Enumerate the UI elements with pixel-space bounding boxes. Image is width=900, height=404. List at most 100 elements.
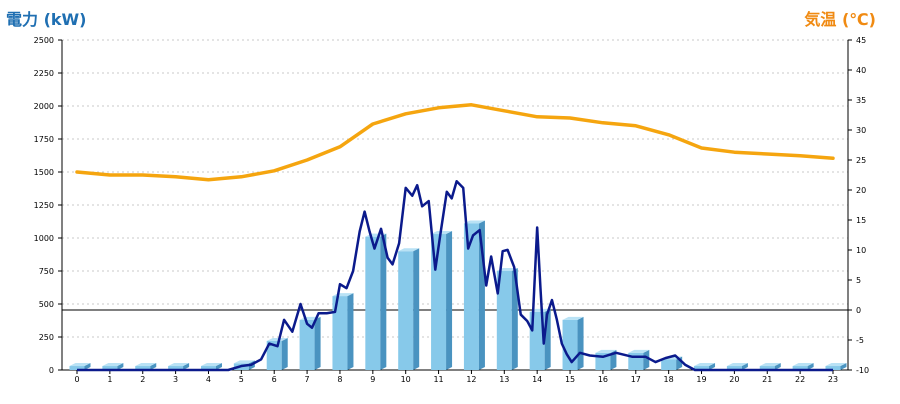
right-tick-label: 10 — [856, 246, 866, 255]
x-tick-label: 13 — [499, 375, 509, 384]
bar — [726, 366, 742, 370]
bar-side — [281, 337, 288, 370]
x-tick-label: 16 — [598, 375, 608, 384]
x-tick-label: 22 — [795, 375, 805, 384]
bar-side — [643, 349, 650, 370]
bar — [69, 366, 85, 370]
x-tick-label: 11 — [433, 375, 443, 384]
x-tick-label: 1 — [107, 375, 112, 384]
bar-top — [135, 363, 157, 367]
x-tick-label: 9 — [370, 375, 375, 384]
bar-side — [215, 363, 222, 370]
right-tick-label: 40 — [856, 66, 866, 75]
temperature-line — [75, 103, 835, 182]
bar-side — [511, 268, 518, 370]
bar-side — [150, 363, 157, 370]
bar-top — [562, 316, 584, 320]
bar — [102, 366, 118, 370]
x-tick-label: 10 — [401, 375, 411, 384]
bar-side — [807, 363, 814, 370]
x-tick-label: 8 — [337, 375, 342, 384]
bar-side — [741, 363, 748, 370]
bar-side — [183, 363, 190, 370]
bar-top — [825, 363, 847, 367]
right-tick-label: 15 — [856, 216, 866, 225]
bar — [299, 319, 315, 370]
bar-top — [463, 220, 485, 224]
bar — [562, 319, 578, 370]
bar-side — [577, 316, 584, 370]
bar-top — [496, 268, 518, 271]
x-tick-label: 19 — [696, 375, 706, 384]
x-tick-label: 2 — [140, 375, 145, 384]
bar — [792, 366, 808, 370]
bar — [365, 236, 381, 370]
bar-top — [726, 363, 748, 367]
x-tick-label: 7 — [305, 375, 310, 384]
power-line — [77, 179, 833, 372]
x-tick-label: 18 — [664, 375, 674, 384]
x-tick-label: 3 — [173, 375, 178, 384]
x-tick-label: 4 — [206, 375, 211, 384]
bar-side — [446, 231, 453, 370]
bar — [332, 296, 348, 370]
bar-top — [398, 248, 420, 252]
bar-top — [529, 308, 551, 312]
bar-top — [102, 363, 124, 367]
bar-side — [709, 363, 716, 370]
bar-top — [266, 337, 288, 341]
bar — [168, 366, 184, 370]
bar-side — [347, 293, 354, 370]
left-tick-label: 0 — [49, 366, 54, 375]
left-tick-label: 500 — [39, 300, 54, 309]
left-tick-label: 1750 — [34, 135, 54, 144]
left-tick-label: 1250 — [34, 201, 54, 210]
right-tick-label: 5 — [856, 276, 861, 285]
left-tick-label: 1000 — [34, 234, 54, 243]
bar-top — [200, 363, 222, 367]
bar-side — [413, 248, 420, 370]
bar — [200, 366, 216, 370]
x-tick-label: 6 — [272, 375, 277, 384]
left-tick-label: 2500 — [34, 36, 54, 45]
right-tick-label: 20 — [856, 186, 866, 195]
x-tick-label: 12 — [466, 375, 476, 384]
right-tick-label: -5 — [856, 336, 864, 345]
right-tick-label: -10 — [856, 366, 869, 375]
bar-top — [694, 363, 716, 367]
bar-top — [69, 363, 91, 367]
bar — [398, 251, 414, 370]
bar-side — [117, 363, 124, 370]
x-tick-label: 17 — [631, 375, 641, 384]
right-tick-label: 45 — [856, 36, 866, 45]
right-tick-label: 30 — [856, 126, 866, 135]
bar-side — [380, 233, 387, 370]
bar — [825, 366, 841, 370]
right-tick-label: 0 — [856, 306, 861, 315]
bar-top — [759, 363, 781, 367]
right-tick-label: 35 — [856, 96, 866, 105]
left-tick-label: 250 — [39, 333, 54, 342]
bar-side — [840, 363, 847, 370]
x-tick-label: 15 — [565, 375, 575, 384]
bar — [759, 366, 775, 370]
left-tick-label: 1500 — [34, 168, 54, 177]
bar-side — [84, 363, 91, 370]
left-axis-title: 電力 (kW) — [6, 10, 87, 29]
bar — [694, 366, 710, 370]
x-tick-label: 5 — [239, 375, 244, 384]
bar-top — [792, 363, 814, 367]
left-tick-label: 2000 — [34, 102, 54, 111]
x-tick-label: 20 — [729, 375, 739, 384]
x-tick-label: 23 — [828, 375, 838, 384]
left-tick-label: 750 — [39, 267, 54, 276]
right-tick-label: 25 — [856, 156, 866, 165]
bar-top — [628, 349, 650, 353]
bar — [266, 340, 282, 370]
bar-side — [774, 363, 781, 370]
x-tick-label: 14 — [532, 375, 542, 384]
left-tick-label: 2250 — [34, 69, 54, 78]
right-axis-title: 気温 (℃) — [804, 10, 876, 29]
